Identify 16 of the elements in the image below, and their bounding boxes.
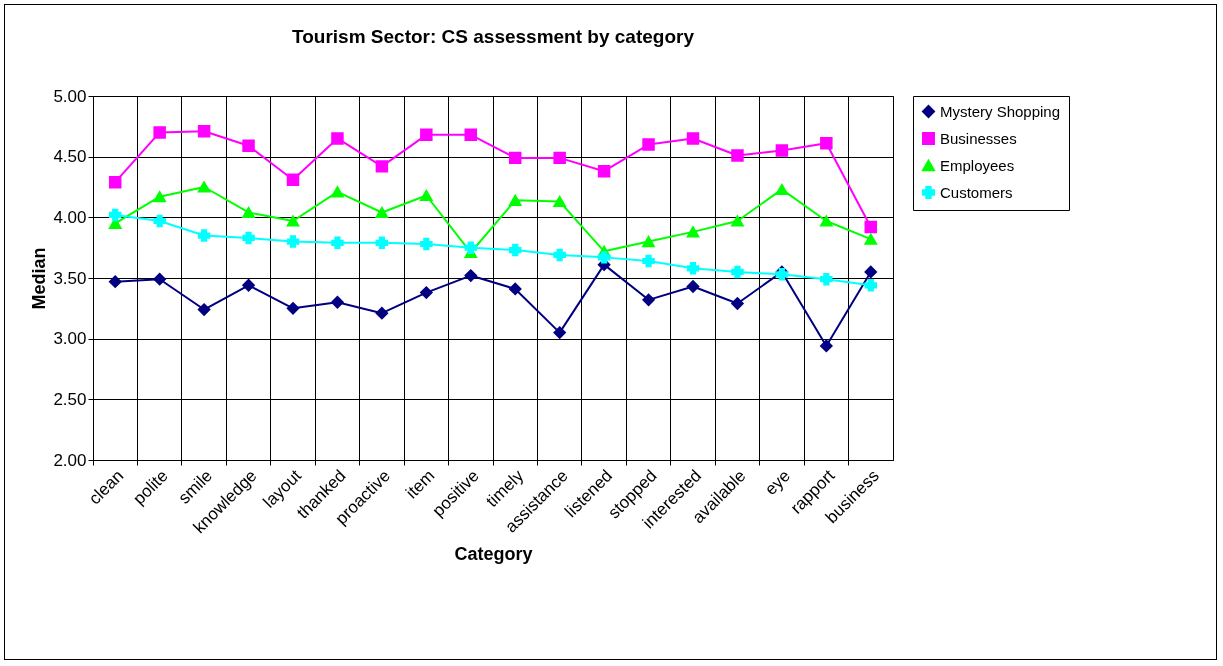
x-tick-label: item	[402, 466, 439, 503]
y-axis-title: Median	[29, 247, 50, 310]
legend-label: Businesses	[940, 129, 1017, 147]
y-tick-label: 3.50	[53, 268, 87, 288]
y-tick-label: 4.00	[53, 207, 87, 227]
x-axis-title: Category	[454, 544, 533, 565]
x-tick-label: eye	[761, 466, 794, 499]
legend-label: Employees	[940, 156, 1015, 174]
y-tick-label: 2.50	[53, 389, 87, 409]
legend-label: Mystery Shopping	[940, 102, 1061, 120]
y-tick-label: 4.50	[53, 147, 87, 167]
y-tick-label: 5.00	[53, 86, 87, 106]
y-tick-label: 2.00	[53, 450, 87, 470]
y-tick-label: 3.00	[53, 329, 87, 349]
chart-title: Tourism Sector: CS assessment by category	[292, 26, 695, 47]
legend-label: Customers	[940, 183, 1013, 201]
